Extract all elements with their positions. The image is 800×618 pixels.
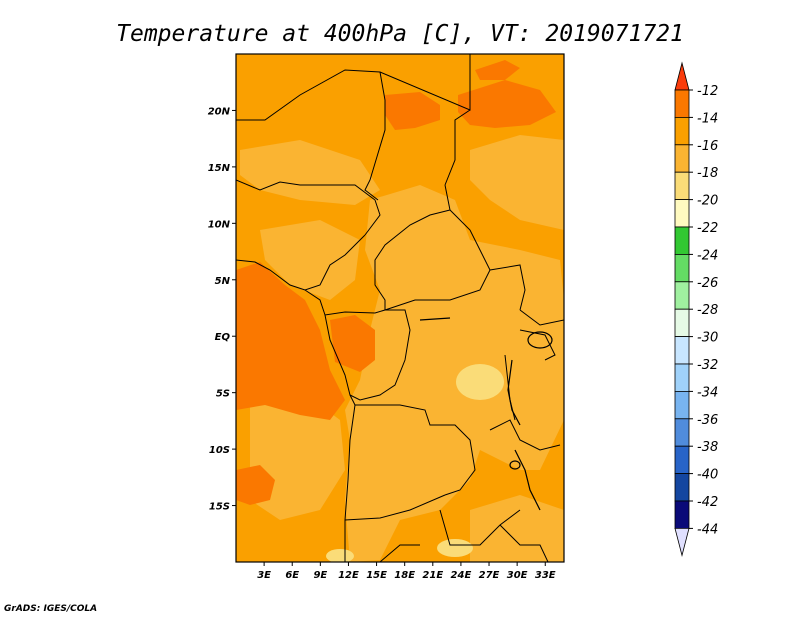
colorbar-box [674,117,690,146]
y-tick-label: 10N [208,219,231,230]
colorbar-label: -28 [697,303,718,318]
x-tick-label: 15E [366,570,387,581]
lakes [419,317,553,511]
map-plot: 3E 6E 9E 12E 15E 18E 21E 24E 27E 30E 33E 20N 15N 10N… [208,53,565,581]
x-tick-label: 9E [313,570,327,581]
x-tick-label: 3E [257,570,271,581]
colorbar-box [674,253,690,283]
y-tick-label: 20N [208,106,231,117]
colorbar-label: -44 [697,522,718,537]
colorbar-label: -24 [697,248,718,263]
colorbar-bottom-arrow [674,528,690,557]
colorbar-box [674,199,690,228]
colorbar-box [674,418,690,447]
colorbar-label: -40 [697,468,718,483]
country-borders [236,54,564,562]
colorbar-box [674,308,690,338]
colorbar-label: -38 [697,440,718,455]
x-tick-label: 12E [338,570,359,581]
x-tick-label: 21E [422,570,443,581]
field-cool-southwest [250,390,345,520]
x-axis: 3E 6E 9E 12E 15E 18E 21E 24E 27E 30E 33E [257,562,556,581]
colorbar-box [674,390,690,420]
colorbar-box [674,336,690,365]
field-warm-north-2 [458,80,556,128]
field-warm-ocean [236,262,345,420]
colorbar: -12 -14 -16 -18 -20 -22 -24 -26 -28 -30 -32 -34 -36 -… [674,61,718,557]
colorbar-label: -12 [697,84,718,99]
field-coolest-patch-3 [326,549,354,562]
colorbar-box [674,445,690,475]
colorbar-label: -26 [697,276,718,291]
colorbar-label: -36 [697,413,718,428]
colorbar-label: -20 [697,194,718,209]
x-tick-label: 18E [394,570,415,581]
field-cool-interior [345,185,564,562]
colorbar-box [674,226,690,255]
y-tick-label: 10S [209,445,230,456]
colorbar-box [674,144,690,173]
field-cool-west [260,220,360,300]
colorbar-label: -22 [697,221,718,236]
field-cool-north [240,140,380,205]
colorbar-label: -14 [697,111,718,126]
field-warm-central [330,315,375,372]
colorbar-label: -16 [697,139,718,154]
y-tick-label: EQ [215,332,231,343]
colorbar-box [674,500,690,529]
colorbar-label: -42 [697,495,718,510]
credit-label: GrADS: IGES/COLA [4,604,97,614]
colorbar-box [674,473,690,502]
field-warm-south [236,465,275,505]
colorbar-box [674,363,690,392]
y-tick-label: 5N [215,276,231,287]
y-axis: 20N 15N 10N 5N EQ 5S 10S 15S [208,106,236,513]
field-coolest-patch-2 [437,539,473,557]
chart-title: Temperature at 400hPa [C], VT: 201907172… [116,21,684,47]
colorbar-box [674,281,690,310]
colorbar-label: -34 [697,385,718,400]
colorbar-label: -30 [697,331,718,346]
x-tick-label: 33E [535,570,556,581]
colorbar-box [674,89,690,118]
x-tick-label: 30E [507,570,528,581]
colorbar-box [674,171,690,200]
colorbar-label: -18 [697,166,718,181]
colorbar-label: -32 [697,358,718,373]
field-warm-north-3 [475,60,520,80]
field-warm-north-1 [385,92,440,130]
x-tick-label: 6E [285,570,299,581]
field-cool-east-north [470,135,564,230]
field-coolest-patch-1 [456,364,504,400]
y-tick-label: 15S [209,502,230,513]
plot-frame [235,53,565,563]
x-tick-label: 27E [479,570,500,581]
y-tick-label: 5S [216,389,230,400]
colorbar-top-arrow [674,61,690,91]
x-tick-label: 24E [451,570,472,581]
y-tick-label: 15N [208,163,231,174]
